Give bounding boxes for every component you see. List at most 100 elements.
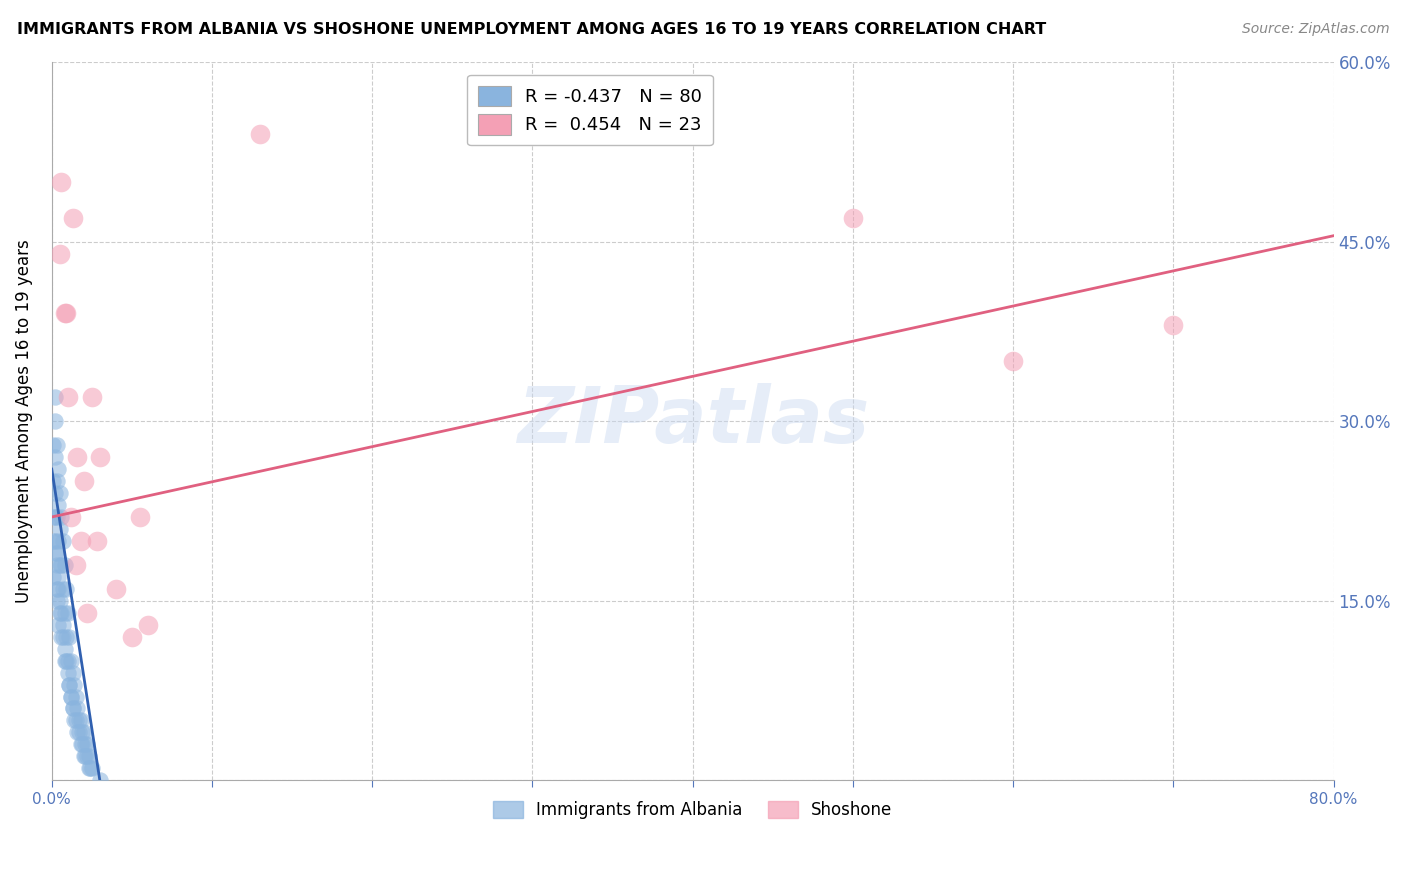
Point <box>80 761 103 775</box>
Point <box>49 522 72 536</box>
Point <box>73 749 96 764</box>
Legend: Immigrants from Albania, Shoshone: Immigrants from Albania, Shoshone <box>486 795 898 826</box>
Point <box>51 558 73 572</box>
Point <box>69 738 91 752</box>
Point <box>44 450 66 464</box>
Point <box>44 486 66 500</box>
Point <box>55 582 77 596</box>
Point <box>62 211 84 225</box>
Point <box>249 127 271 141</box>
Point <box>49 486 72 500</box>
Point <box>66 701 89 715</box>
Point <box>56 606 79 620</box>
Point <box>49 558 72 572</box>
Point <box>44 510 66 524</box>
Point <box>51 510 73 524</box>
Point <box>76 606 98 620</box>
Point <box>53 606 76 620</box>
Point <box>46 582 69 596</box>
Point <box>128 510 150 524</box>
Point <box>63 714 86 728</box>
Point <box>52 582 75 596</box>
Y-axis label: Unemployment Among Ages 16 to 19 years: Unemployment Among Ages 16 to 19 years <box>15 239 32 603</box>
Point <box>49 593 72 607</box>
Point <box>55 630 77 644</box>
Point <box>42 570 65 584</box>
Point <box>79 761 101 775</box>
Point <box>44 546 66 560</box>
Point <box>73 474 96 488</box>
Point <box>58 677 80 691</box>
Point <box>45 474 67 488</box>
Point <box>70 725 93 739</box>
Point <box>44 390 66 404</box>
Point <box>46 570 69 584</box>
Point <box>56 390 79 404</box>
Point <box>46 617 69 632</box>
Point <box>59 690 82 704</box>
Point <box>104 582 127 596</box>
Point <box>46 533 69 548</box>
Point <box>77 749 100 764</box>
Point <box>45 593 67 607</box>
Point <box>45 438 67 452</box>
Point <box>59 510 82 524</box>
Point <box>42 533 65 548</box>
Point <box>49 606 72 620</box>
Point <box>51 606 73 620</box>
Point <box>1002 354 1025 368</box>
Point <box>56 665 79 680</box>
Point <box>70 738 93 752</box>
Point <box>52 630 75 644</box>
Point <box>76 738 98 752</box>
Point <box>45 546 67 560</box>
Point <box>58 677 80 691</box>
Point <box>53 558 76 572</box>
Text: IMMIGRANTS FROM ALBANIA VS SHOSHONE UNEMPLOYMENT AMONG AGES 16 TO 19 YEARS CORRE: IMMIGRANTS FROM ALBANIA VS SHOSHONE UNEM… <box>17 22 1046 37</box>
Point <box>53 641 76 656</box>
Point <box>45 582 67 596</box>
Point <box>67 725 90 739</box>
Point <box>52 533 75 548</box>
Point <box>53 306 76 320</box>
Point <box>80 390 103 404</box>
Point <box>89 450 111 464</box>
Point <box>75 738 97 752</box>
Point <box>62 701 84 715</box>
Point <box>45 558 67 572</box>
Point <box>89 773 111 788</box>
Point <box>63 677 86 691</box>
Point <box>65 690 87 704</box>
Point <box>69 714 91 728</box>
Text: ZIPatlas: ZIPatlas <box>516 384 869 459</box>
Point <box>73 725 96 739</box>
Point <box>59 654 82 668</box>
Point <box>44 533 66 548</box>
Text: Source: ZipAtlas.com: Source: ZipAtlas.com <box>1241 22 1389 37</box>
Point <box>65 714 87 728</box>
Point <box>55 654 77 668</box>
Point <box>842 211 865 225</box>
Point <box>42 474 65 488</box>
Point <box>65 558 87 572</box>
Point <box>67 714 90 728</box>
Point <box>52 617 75 632</box>
Point <box>53 654 76 668</box>
Point <box>66 450 89 464</box>
Point <box>136 617 159 632</box>
Point <box>86 533 108 548</box>
Point <box>46 498 69 512</box>
Point <box>45 510 67 524</box>
Point <box>44 414 66 428</box>
Point <box>75 749 97 764</box>
Point <box>66 725 89 739</box>
Point <box>58 630 80 644</box>
Point <box>62 665 84 680</box>
Point <box>76 749 98 764</box>
Point <box>55 306 77 320</box>
Point <box>56 654 79 668</box>
Point <box>42 510 65 524</box>
Point <box>51 175 73 189</box>
Point <box>121 630 143 644</box>
Point <box>42 438 65 452</box>
